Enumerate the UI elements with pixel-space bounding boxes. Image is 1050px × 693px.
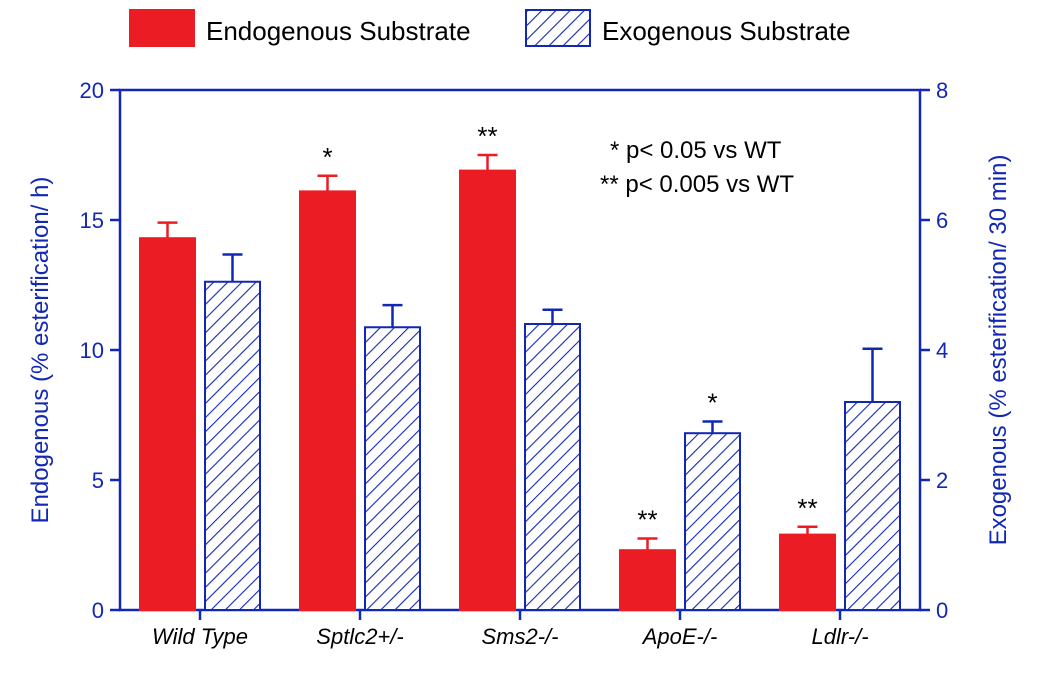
bar-chart-svg: 0 5 10 15 20 0 2 4 6 8 Endogenous (% esterificatio… [0, 0, 1050, 693]
ytick-right: 0 [936, 598, 948, 623]
category-label: Sptlc2+/- [316, 624, 403, 649]
ytick-right: 8 [936, 78, 948, 103]
bar [300, 191, 355, 610]
annotation-text: ** p< 0.005 vs WT [600, 171, 794, 198]
ytick-right: 4 [936, 338, 948, 363]
ytick-left: 20 [80, 78, 104, 103]
bar [620, 550, 675, 610]
annotation-text: * p< 0.05 vs WT [610, 137, 782, 164]
category-label: Ldlr-/- [811, 624, 868, 649]
category-label: Wild Type [152, 624, 248, 649]
significance-marker: * [707, 388, 717, 418]
legend-swatch [526, 10, 590, 46]
y-axis-left-label: Endogenous (% esterification/ h) [27, 177, 54, 524]
ytick-right: 6 [936, 208, 948, 233]
legend-label: Exogenous Substrate [602, 16, 851, 46]
bar [365, 327, 420, 610]
legend-label: Endogenous Substrate [206, 16, 471, 46]
ytick-left: 15 [80, 208, 104, 233]
legend-swatch [130, 10, 194, 46]
ytick-left: 0 [92, 598, 104, 623]
bar [140, 238, 195, 610]
ytick-left: 5 [92, 468, 104, 493]
bar [460, 171, 515, 610]
significance-marker: ** [477, 121, 497, 151]
significance-marker: * [322, 142, 332, 172]
bar [525, 324, 580, 610]
bar [780, 535, 835, 610]
chart-container: { "chart": { "type": "grouped-bar-dual-a… [0, 0, 1050, 693]
category-label: Sms2-/- [482, 624, 559, 649]
ytick-left: 10 [80, 338, 104, 363]
y-axis-right-label: Exogenous (% esterification/ 30 min) [985, 155, 1012, 546]
bar [685, 433, 740, 610]
significance-marker: ** [637, 505, 657, 535]
significance-marker: ** [797, 493, 817, 523]
bar [205, 282, 260, 610]
ytick-right: 2 [936, 468, 948, 493]
category-label: ApoE-/- [641, 624, 718, 649]
bar [845, 402, 900, 610]
